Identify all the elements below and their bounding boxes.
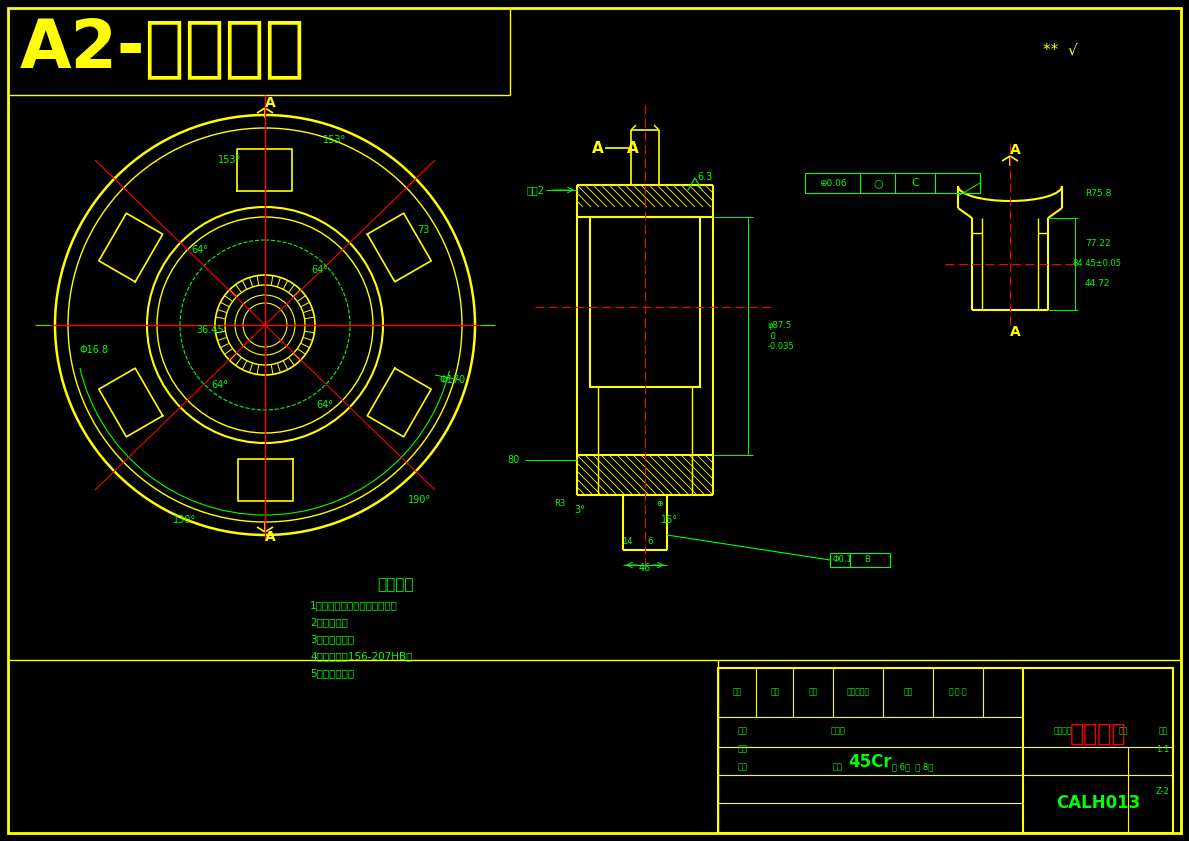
Text: 最大2: 最大2 xyxy=(527,185,545,195)
Text: A2-从动盘毂: A2-从动盘毂 xyxy=(20,15,306,81)
Text: R3: R3 xyxy=(554,499,565,507)
Text: 44.72: 44.72 xyxy=(1086,278,1111,288)
Bar xyxy=(718,668,1174,833)
Text: Φ170: Φ170 xyxy=(440,375,466,385)
Text: 2、去毛刺；: 2、去毛刺； xyxy=(310,617,348,627)
Text: **  √: ** √ xyxy=(1043,43,1077,57)
Text: 批准: 批准 xyxy=(833,763,843,771)
Text: 153°: 153° xyxy=(219,155,241,165)
Text: φ87.5
 0
-0.035: φ87.5 0 -0.035 xyxy=(768,321,794,351)
Text: 从动盘毂: 从动盘毂 xyxy=(1070,722,1126,746)
Text: ○: ○ xyxy=(873,178,883,188)
Text: 3°: 3° xyxy=(574,505,585,515)
Text: 6.3: 6.3 xyxy=(698,172,712,182)
Text: 标准化: 标准化 xyxy=(830,727,845,736)
Text: C: C xyxy=(911,178,919,188)
Text: 4、锻件硬度156-207HB；: 4、锻件硬度156-207HB； xyxy=(310,651,413,661)
Text: Φ0.1: Φ0.1 xyxy=(832,556,851,564)
Text: 1:1: 1:1 xyxy=(1157,744,1170,754)
Text: 更改文件号: 更改文件号 xyxy=(847,687,869,696)
Text: A: A xyxy=(592,140,604,156)
Text: 重量: 重量 xyxy=(1119,727,1127,736)
Text: 年.月.日: 年.月.日 xyxy=(949,687,968,696)
Text: 77.22: 77.22 xyxy=(1086,239,1111,247)
Text: A: A xyxy=(627,140,638,156)
Text: 标记: 标记 xyxy=(732,687,742,696)
Text: 阶段标记: 阶段标记 xyxy=(1053,727,1072,736)
Text: A: A xyxy=(1009,143,1020,157)
Text: 处数: 处数 xyxy=(770,687,780,696)
Text: R75.8: R75.8 xyxy=(1086,188,1112,198)
Text: 工艺: 工艺 xyxy=(738,763,748,771)
Text: 46: 46 xyxy=(638,563,652,573)
Text: 5、调质处理。: 5、调质处理。 xyxy=(310,668,354,678)
Text: CALH013: CALH013 xyxy=(1056,794,1140,812)
Text: 1、拉花键的表面允许有切痕；: 1、拉花键的表面允许有切痕； xyxy=(310,600,398,610)
Text: 15°: 15° xyxy=(661,515,679,525)
Text: 14: 14 xyxy=(622,537,633,547)
Bar xyxy=(830,553,891,567)
Text: 6: 6 xyxy=(647,537,653,547)
Text: 84.45±0.05: 84.45±0.05 xyxy=(1072,258,1121,267)
Text: 64°: 64° xyxy=(316,400,333,410)
Text: 设计: 设计 xyxy=(738,727,748,736)
Text: 审核: 审核 xyxy=(738,744,748,754)
Text: A: A xyxy=(265,96,276,110)
Text: 190°: 190° xyxy=(409,495,432,505)
Text: Φ16.8: Φ16.8 xyxy=(80,345,109,355)
Text: 36.45: 36.45 xyxy=(196,325,224,335)
Text: 共 6张  第 8张: 共 6张 第 8张 xyxy=(893,763,933,771)
Text: 比例: 比例 xyxy=(1158,727,1168,736)
Text: 153°: 153° xyxy=(323,135,347,145)
Text: Z-2: Z-2 xyxy=(1156,786,1170,796)
Text: 45Cr: 45Cr xyxy=(848,753,892,771)
Text: 80: 80 xyxy=(508,455,520,465)
Text: 技术要求: 技术要求 xyxy=(377,578,414,593)
Text: B: B xyxy=(864,556,870,564)
Text: 130°: 130° xyxy=(174,515,196,525)
Text: 分区: 分区 xyxy=(809,687,818,696)
Bar xyxy=(805,173,980,193)
Text: 64°: 64° xyxy=(312,265,328,275)
Text: 73: 73 xyxy=(417,225,429,235)
Text: 64°: 64° xyxy=(212,380,228,390)
Text: ⊕0.06: ⊕0.06 xyxy=(819,178,847,188)
Text: A: A xyxy=(1009,325,1020,339)
Text: 签名: 签名 xyxy=(904,687,913,696)
Text: 64°: 64° xyxy=(191,245,208,255)
Text: ⊕: ⊕ xyxy=(656,499,663,507)
Text: 3、发蓝处理；: 3、发蓝处理； xyxy=(310,634,354,644)
Text: A: A xyxy=(265,530,276,544)
Bar xyxy=(590,217,700,387)
